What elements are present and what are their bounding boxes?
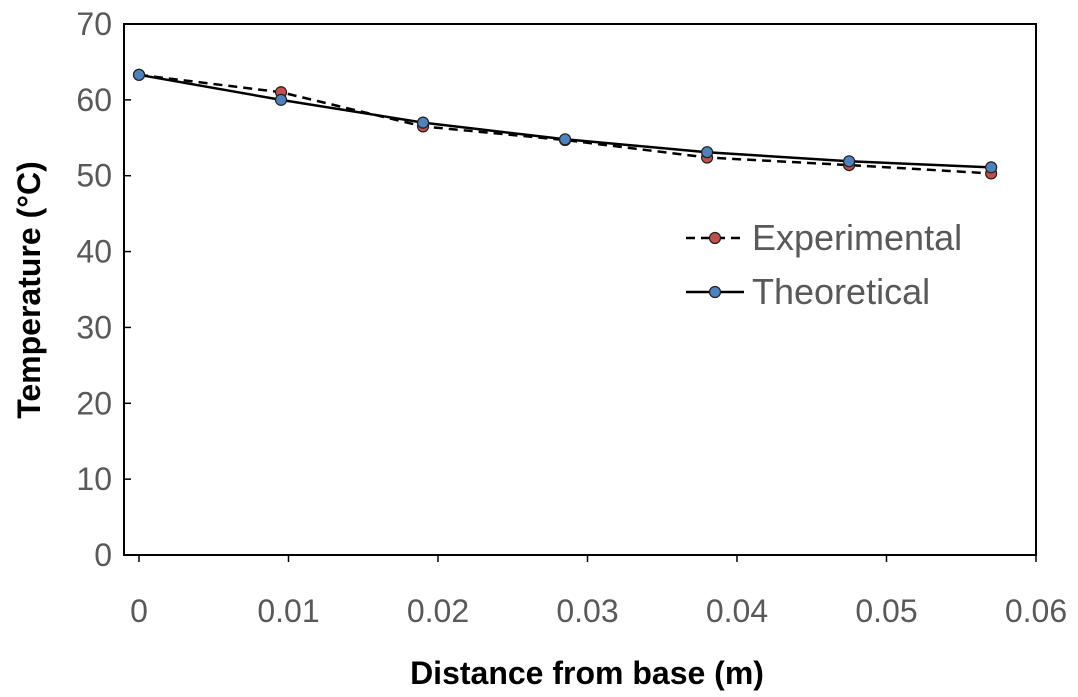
legend-label-theoretical: Theoretical bbox=[752, 271, 930, 312]
y-tick-label: 10 bbox=[76, 461, 112, 497]
y-tick-label: 60 bbox=[76, 82, 112, 118]
x-tick-label: 0.05 bbox=[855, 593, 917, 629]
x-tick-label: 0 bbox=[130, 593, 148, 629]
y-tick-label: 30 bbox=[76, 309, 112, 345]
plot-area bbox=[123, 23, 1037, 556]
x-tick-label: 0.03 bbox=[556, 593, 618, 629]
data-point-theoretical bbox=[843, 155, 856, 168]
data-point-theoretical bbox=[700, 146, 714, 159]
y-axis-ticks: 0 10 20 30 40 50 60 70 bbox=[76, 6, 131, 573]
legend: Experimental Theoretical bbox=[686, 217, 962, 312]
x-tick-label: 0.01 bbox=[257, 593, 319, 629]
data-point-theoretical bbox=[274, 93, 288, 106]
data-point-theoretical bbox=[985, 161, 998, 174]
y-tick-label: 20 bbox=[76, 385, 112, 421]
x-tick-label: 0.04 bbox=[706, 593, 768, 629]
y-axis-title: Temperature (°C) bbox=[11, 161, 47, 419]
y-tick-label: 70 bbox=[76, 6, 112, 42]
y-tick-label: 0 bbox=[94, 537, 112, 573]
legend-swatch-theoretical bbox=[686, 285, 744, 299]
data-point-theoretical bbox=[132, 68, 146, 81]
x-tick-label: 0.06 bbox=[1005, 593, 1067, 629]
series-markers bbox=[132, 68, 998, 180]
x-axis-ticks: 0 0.01 0.02 0.03 0.04 0.05 0.06 bbox=[130, 555, 1067, 629]
y-tick-label: 40 bbox=[76, 234, 112, 270]
data-point-theoretical bbox=[416, 116, 430, 129]
x-tick-label: 0.02 bbox=[407, 593, 469, 629]
legend-swatch-experimental bbox=[686, 231, 744, 245]
legend-label-experimental: Experimental bbox=[752, 217, 962, 258]
data-point-theoretical bbox=[558, 133, 572, 146]
y-tick-label: 50 bbox=[76, 158, 112, 194]
x-axis-title: Distance from base (m) bbox=[410, 655, 764, 691]
